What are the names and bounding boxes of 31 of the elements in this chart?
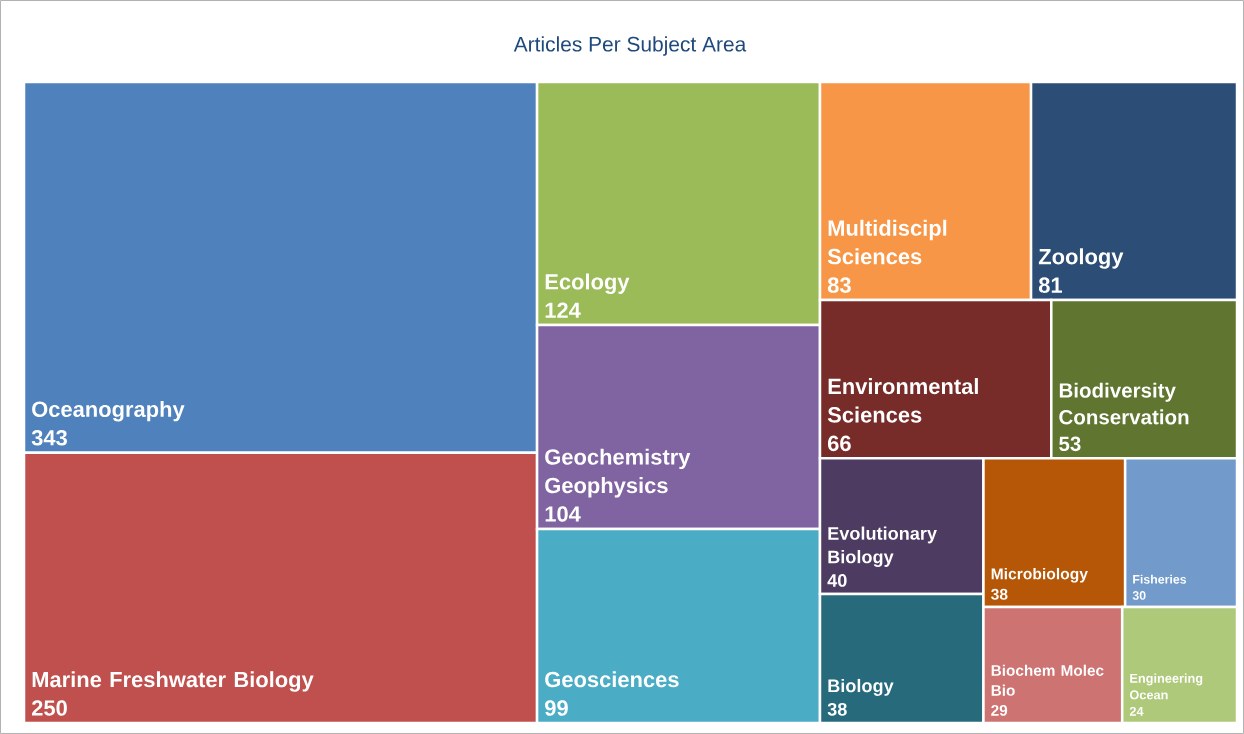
category-label: Zoology <box>1038 248 1124 269</box>
data-label: 124 <box>545 302 581 318</box>
data-label: 38 <box>991 588 1008 600</box>
category-label: Marine Freshwater Biology <box>32 671 314 692</box>
data-label: 38 <box>827 702 847 716</box>
data-label: 40 <box>827 574 847 587</box>
category-label: Fisheries <box>1133 574 1187 584</box>
category-label: Ecology <box>545 273 630 294</box>
data-label: 24 <box>1129 706 1144 716</box>
category-label: Geosciences <box>545 671 679 688</box>
category-label: Evolutionary Biology <box>828 526 937 568</box>
text: Articles Per Subject Area <box>513 36 747 56</box>
category-label: Biochem Molec Bio <box>991 664 1104 696</box>
category-label: Biology <box>828 678 894 696</box>
category-label: Engineering Ocean <box>1129 673 1203 700</box>
category-label: Microbiology <box>991 567 1088 583</box>
category-label: Oceanography <box>32 400 185 422</box>
data-label: 343 <box>31 429 67 446</box>
category-label: Multidiscipl Sciences <box>827 219 947 265</box>
data-label: 104 <box>545 506 581 522</box>
category-label: Geochemistry Geophysics <box>545 448 691 498</box>
category-label: Biodiversity Conservation <box>1059 382 1189 425</box>
data-label: 99 <box>545 700 568 716</box>
data-label: 66 <box>827 435 851 452</box>
data-label: 53 <box>1059 436 1081 452</box>
data-label: 30 <box>1132 591 1146 600</box>
data-label: 250 <box>31 700 67 716</box>
data-label: 81 <box>1038 277 1063 293</box>
category-label: Environmental Sciences <box>827 378 978 423</box>
data-label: 83 <box>827 277 851 293</box>
data-label: 29 <box>991 704 1008 716</box>
